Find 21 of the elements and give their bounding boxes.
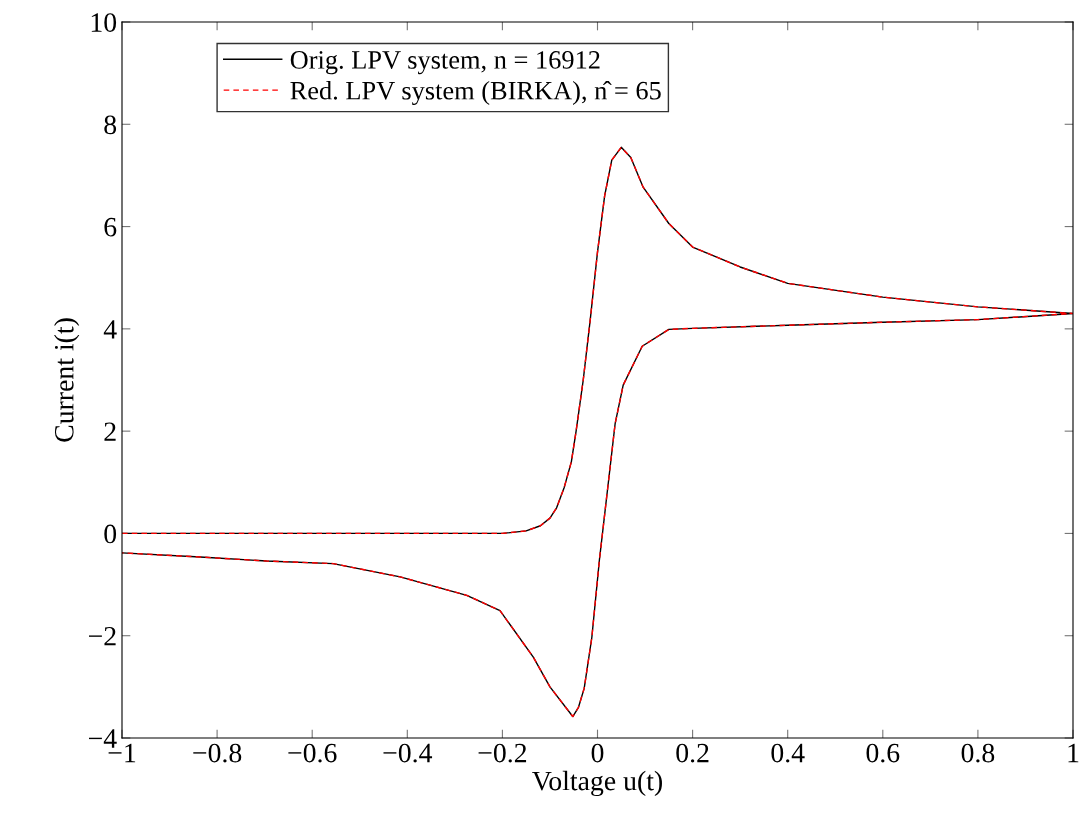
x-tick-label: 1 — [1068, 743, 1079, 763]
y-tick-label: 6 — [104, 217, 117, 237]
y-tick-label: 10 — [91, 13, 117, 32]
x-tick-label: 0.4 — [771, 743, 805, 763]
x-axis-title: Voltage u(t) — [532, 770, 662, 797]
x-tick-label: 0.2 — [676, 743, 709, 763]
x-tick-label: 0 — [591, 743, 604, 763]
x-tick-label: 0.6 — [866, 743, 900, 763]
y-tick-label: 4 — [103, 320, 117, 339]
y-tick-label: 0 — [104, 524, 117, 544]
x-tick-label: −0.6 — [288, 743, 337, 763]
x-tick-label: −0.4 — [383, 743, 433, 763]
y-tick-label: 8 — [104, 115, 117, 135]
x-tick-label: 0.8 — [961, 743, 995, 763]
y-axis-title: Current i(t) — [54, 318, 80, 442]
y-tick-label: 2 — [104, 422, 116, 441]
legend-label: Red. LPV system (BIRKA), n̂ = 65 — [290, 80, 661, 106]
x-tick-label: −0.8 — [193, 743, 242, 763]
x-tick-label: −0.2 — [478, 743, 527, 763]
y-tick-label: −2 — [88, 626, 116, 646]
legend-label: Orig. LPV system, n = 16912 — [290, 51, 600, 75]
